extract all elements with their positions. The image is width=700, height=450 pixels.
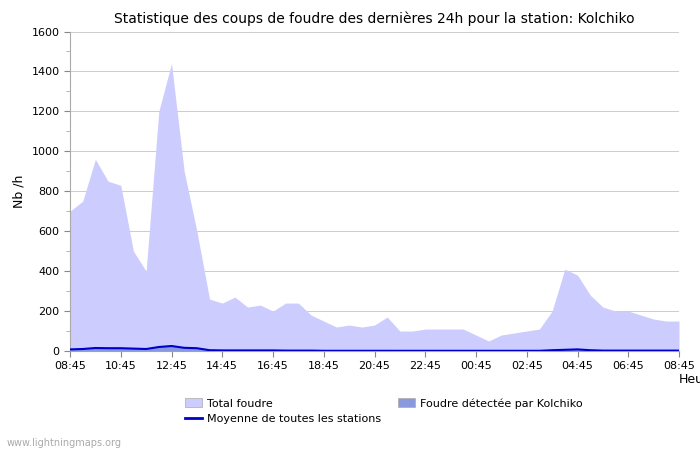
Text: www.lightningmaps.org: www.lightningmaps.org xyxy=(7,438,122,448)
Title: Statistique des coups de foudre des dernières 24h pour la station: Kolchiko: Statistique des coups de foudre des dern… xyxy=(114,12,635,26)
Y-axis label: Nb /h: Nb /h xyxy=(13,175,26,208)
Text: Heure: Heure xyxy=(679,374,700,387)
Legend: Total foudre, Moyenne de toutes les stations, Foudre détectée par Kolchiko: Total foudre, Moyenne de toutes les stat… xyxy=(186,398,583,424)
